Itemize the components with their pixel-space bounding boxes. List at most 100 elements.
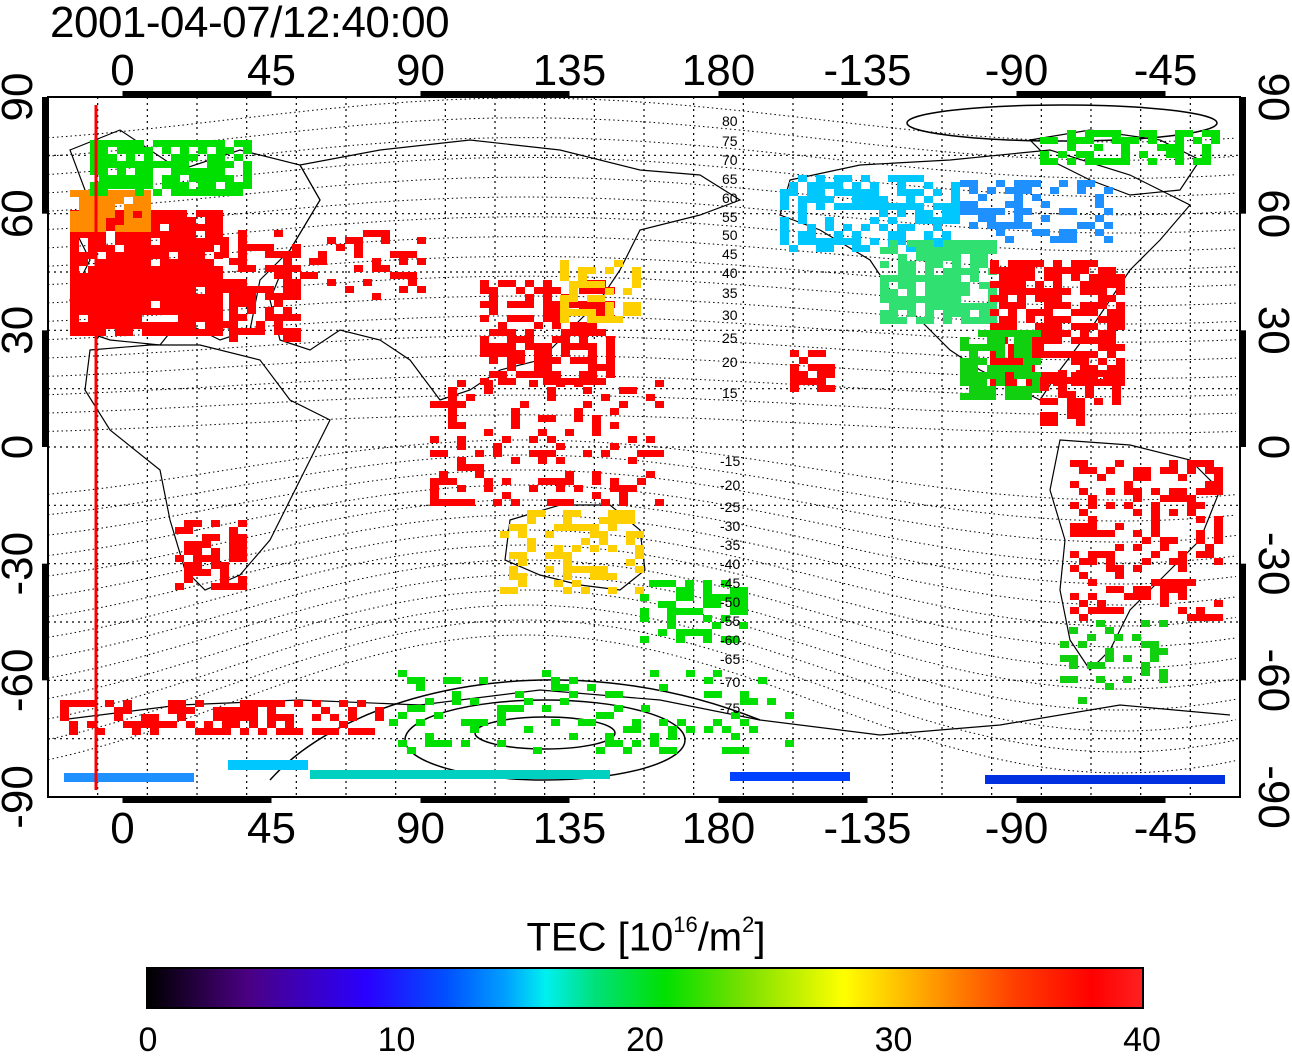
- tec-cell: [1098, 337, 1107, 344]
- tec-cell: [1067, 158, 1076, 165]
- magnetic-contour: [47, 619, 1237, 753]
- tec-cell: [124, 218, 133, 225]
- tec-cell: [1159, 669, 1168, 676]
- tec-cell: [97, 329, 106, 336]
- tec-cell: [1026, 379, 1035, 386]
- tec-cell: [1040, 151, 1049, 158]
- tec-cell: [632, 740, 641, 747]
- tec-cell: [1105, 655, 1114, 662]
- tec-cell: [498, 329, 507, 336]
- tec-cell: [579, 336, 588, 343]
- tec-cell: [142, 231, 151, 238]
- tec-cell: [97, 294, 106, 301]
- tec-cell: [354, 265, 363, 272]
- tec-cell: [133, 225, 142, 232]
- tec-cell: [1044, 351, 1053, 358]
- tec-cell: [834, 203, 843, 210]
- tec-cell: [570, 322, 579, 329]
- tec-cell: [943, 240, 952, 247]
- tec-cell: [1005, 365, 1014, 372]
- tec-cell: [676, 587, 685, 594]
- tec-cell: [178, 294, 187, 301]
- tec-cell: [556, 485, 565, 492]
- tec-cell: [115, 225, 124, 232]
- tec-cell: [916, 247, 925, 254]
- tec-cell: [1097, 607, 1106, 614]
- tec-cell: [596, 747, 605, 754]
- tec-cell: [1076, 377, 1085, 384]
- tec-cell: [1008, 316, 1017, 323]
- contour-label-north: 30: [722, 307, 738, 323]
- tec-cell: [789, 182, 798, 189]
- tec-cell: [336, 244, 345, 251]
- tec-cell: [1160, 544, 1169, 551]
- tec-cell: [587, 295, 596, 302]
- tec-cell: [934, 254, 943, 261]
- tec-cell: [243, 140, 252, 147]
- tec-cell: [88, 204, 97, 211]
- tec-cell: [655, 499, 664, 506]
- tec-cell: [345, 286, 354, 293]
- tec-cell: [588, 357, 597, 364]
- tec-cell: [907, 310, 916, 317]
- tec-cell: [243, 161, 252, 168]
- tec-cell: [97, 322, 106, 329]
- tec-cell: [897, 203, 906, 210]
- tec-cell: [97, 287, 106, 294]
- tec-cell: [106, 273, 115, 280]
- tec-cell: [798, 231, 807, 238]
- tec-cell: [142, 301, 151, 308]
- tec-cell: [798, 203, 807, 210]
- tec-cell: [493, 443, 502, 450]
- tec-cell: [249, 721, 258, 728]
- tec-cell: [479, 719, 488, 726]
- tec-cell: [497, 712, 506, 719]
- tec-cell: [646, 450, 655, 457]
- tec-cell: [1079, 509, 1088, 516]
- tec-cell: [943, 317, 952, 324]
- tec-cell: [979, 317, 988, 324]
- tec-cell: [493, 450, 502, 457]
- tec-cell: [79, 301, 88, 308]
- tec-cell: [97, 211, 106, 218]
- tec-cell: [1035, 309, 1044, 316]
- tec-cell: [898, 317, 907, 324]
- tec-cell: [889, 317, 898, 324]
- tec-cell: [205, 273, 214, 280]
- tec-cell: [1133, 544, 1142, 551]
- tec-cell: [694, 629, 703, 636]
- tec-cell: [135, 189, 144, 196]
- tec-cell: [294, 728, 303, 735]
- tec-cell: [870, 189, 879, 196]
- tec-cell: [1058, 384, 1067, 391]
- contour-label-north: 60: [722, 190, 738, 206]
- tec-cell: [69, 721, 78, 728]
- tec-cell: [1107, 309, 1116, 316]
- tec-cell: [1175, 144, 1184, 151]
- tec-cell: [348, 707, 357, 714]
- tec-cell: [588, 378, 597, 385]
- tec-cell: [961, 289, 970, 296]
- tec-cell: [1044, 309, 1053, 316]
- tec-cell: [169, 322, 178, 329]
- tec-cell: [88, 287, 97, 294]
- tec-cell: [542, 670, 551, 677]
- tec-cell: [1079, 558, 1088, 565]
- tec-cell: [943, 247, 952, 254]
- tec-cell: [160, 301, 169, 308]
- tec-cell: [1112, 384, 1121, 391]
- colorbar-title: TEC [1016/m2]: [0, 905, 1292, 961]
- tec-cell: [1071, 337, 1080, 344]
- tec-cell: [610, 478, 619, 485]
- tec-cell: [214, 231, 223, 238]
- tec-cell: [198, 168, 207, 175]
- tec-cell: [1053, 330, 1062, 337]
- tec-cell: [685, 580, 694, 587]
- tec-cell: [740, 719, 749, 726]
- tec-cell: [925, 275, 934, 282]
- tec-cell: [1106, 586, 1115, 593]
- tec-cell: [569, 295, 578, 302]
- tec-cell: [274, 272, 283, 279]
- tec-cell: [588, 287, 597, 294]
- tec-cell: [234, 154, 243, 161]
